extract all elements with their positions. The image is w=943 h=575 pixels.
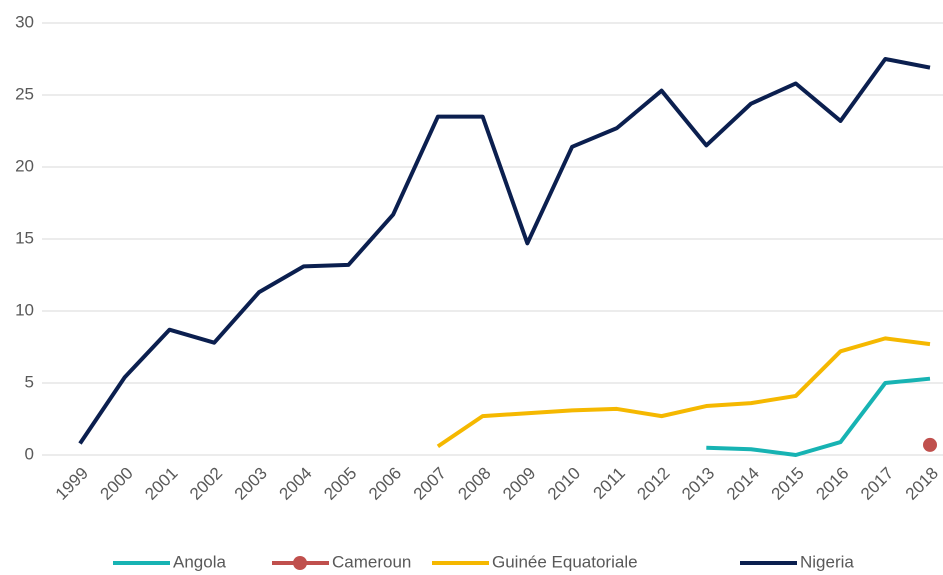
y-tick-label: 20 bbox=[15, 156, 34, 175]
legend-marker bbox=[293, 556, 307, 570]
x-tick-label: 2018 bbox=[902, 464, 942, 504]
x-tick-label: 2007 bbox=[410, 464, 450, 504]
legend-label: Angola bbox=[173, 552, 226, 571]
x-tick-label: 2011 bbox=[590, 464, 629, 503]
legend-label: Guinée Equatoriale bbox=[492, 552, 638, 571]
line bbox=[436, 336, 931, 449]
line bbox=[78, 57, 931, 445]
x-tick-label: 2014 bbox=[723, 464, 763, 504]
y-tick-label: 10 bbox=[15, 300, 34, 319]
x-tick-label: 2000 bbox=[97, 464, 137, 504]
y-tick-label: 25 bbox=[15, 84, 34, 103]
x-tick-label: 2017 bbox=[857, 464, 897, 504]
y-tick-label: 0 bbox=[25, 444, 34, 463]
x-tick-label: 2009 bbox=[499, 464, 539, 504]
legend-label: Cameroun bbox=[332, 552, 411, 571]
marker bbox=[923, 437, 937, 452]
x-tick-label: 2005 bbox=[320, 464, 360, 504]
x-tick-label: 2006 bbox=[365, 464, 405, 504]
y-tick-label: 5 bbox=[25, 372, 34, 391]
x-tick-label: 2001 bbox=[141, 464, 181, 504]
legend-label: Nigeria bbox=[800, 552, 854, 571]
x-tick-label: 2004 bbox=[276, 464, 316, 504]
x-tick-label: 2008 bbox=[454, 464, 494, 504]
x-tick-label: 2013 bbox=[678, 464, 718, 504]
x-tick-label: 2012 bbox=[633, 464, 673, 504]
x-tick-label: 1999 bbox=[52, 464, 92, 504]
y-tick-label: 30 bbox=[15, 12, 34, 31]
y-tick-label: 15 bbox=[15, 228, 34, 247]
x-tick-label: 2016 bbox=[812, 464, 852, 504]
x-tick-label: 2002 bbox=[186, 464, 226, 504]
x-tick-label: 2015 bbox=[768, 464, 808, 504]
x-tick-label: 2003 bbox=[231, 464, 271, 504]
x-tick-label: 2010 bbox=[544, 464, 584, 504]
line bbox=[706, 376, 931, 457]
